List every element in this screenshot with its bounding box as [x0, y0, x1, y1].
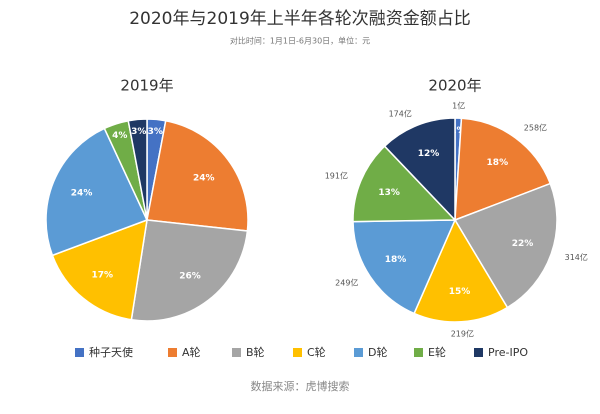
- chart-title: 2020年与2019年上半年各轮次融资金额占比: [129, 9, 471, 29]
- pie-slice: [454, 117, 552, 222]
- pie-slice: [413, 218, 509, 323]
- slice-label: 26%: [179, 272, 201, 282]
- source: 数据来源：虎博搜索: [251, 379, 350, 393]
- amount-label: 314亿: [565, 252, 588, 262]
- slice-label: 24%: [193, 173, 215, 183]
- amount-label: 191亿: [325, 170, 348, 180]
- pie-slice: [130, 219, 249, 322]
- slice-label: 24%: [71, 189, 93, 199]
- legend-label: B轮: [246, 345, 265, 359]
- slice-label: 13%: [378, 188, 400, 198]
- legend-label: A轮: [182, 345, 201, 359]
- amount-label: 219亿: [451, 328, 474, 338]
- legend-swatch: [354, 348, 363, 357]
- pie-slice: [51, 218, 148, 321]
- chart-subtitle: 对比时间：1月1日-6月30日，单位：元: [230, 36, 370, 46]
- pie-slice: [352, 145, 457, 223]
- legend-swatch: [75, 348, 84, 357]
- legend-label: E轮: [428, 345, 446, 359]
- pie-slice: [453, 182, 558, 309]
- legend-label: 种子天使: [89, 345, 133, 359]
- legend-swatch: [293, 348, 302, 357]
- slice-label: 1%: [450, 126, 465, 136]
- legend-label: C轮: [307, 345, 326, 359]
- pie-slice: [383, 117, 456, 222]
- pie-slice: [352, 219, 457, 315]
- pie-title: 2020年: [428, 77, 481, 95]
- slice-label: 18%: [487, 158, 509, 168]
- slice-label: 18%: [385, 255, 407, 265]
- slice-label: 17%: [92, 270, 114, 280]
- legend-swatch: [474, 348, 483, 357]
- slice-label: 15%: [449, 287, 471, 297]
- slice-label: 3%: [131, 127, 146, 137]
- legend-swatch: [168, 348, 177, 357]
- amount-label: 258亿: [524, 123, 547, 133]
- legend-label: D轮: [368, 345, 387, 359]
- amount-label: 249亿: [335, 278, 358, 288]
- amount-label: 1亿: [452, 101, 465, 111]
- legend-swatch: [414, 348, 423, 357]
- slice-label: 3%: [148, 127, 163, 137]
- slice-label: 12%: [418, 149, 440, 159]
- slice-label: 4%: [112, 131, 127, 141]
- pie-slice: [127, 118, 148, 221]
- legend-label: Pre-IPO: [488, 346, 528, 359]
- pie-slice: [146, 119, 249, 232]
- pie-slice: [45, 127, 149, 257]
- legend-swatch: [232, 348, 241, 357]
- amount-label: 174亿: [389, 109, 412, 119]
- slice-label: 22%: [512, 239, 534, 249]
- pie-title: 2019年: [120, 77, 173, 95]
